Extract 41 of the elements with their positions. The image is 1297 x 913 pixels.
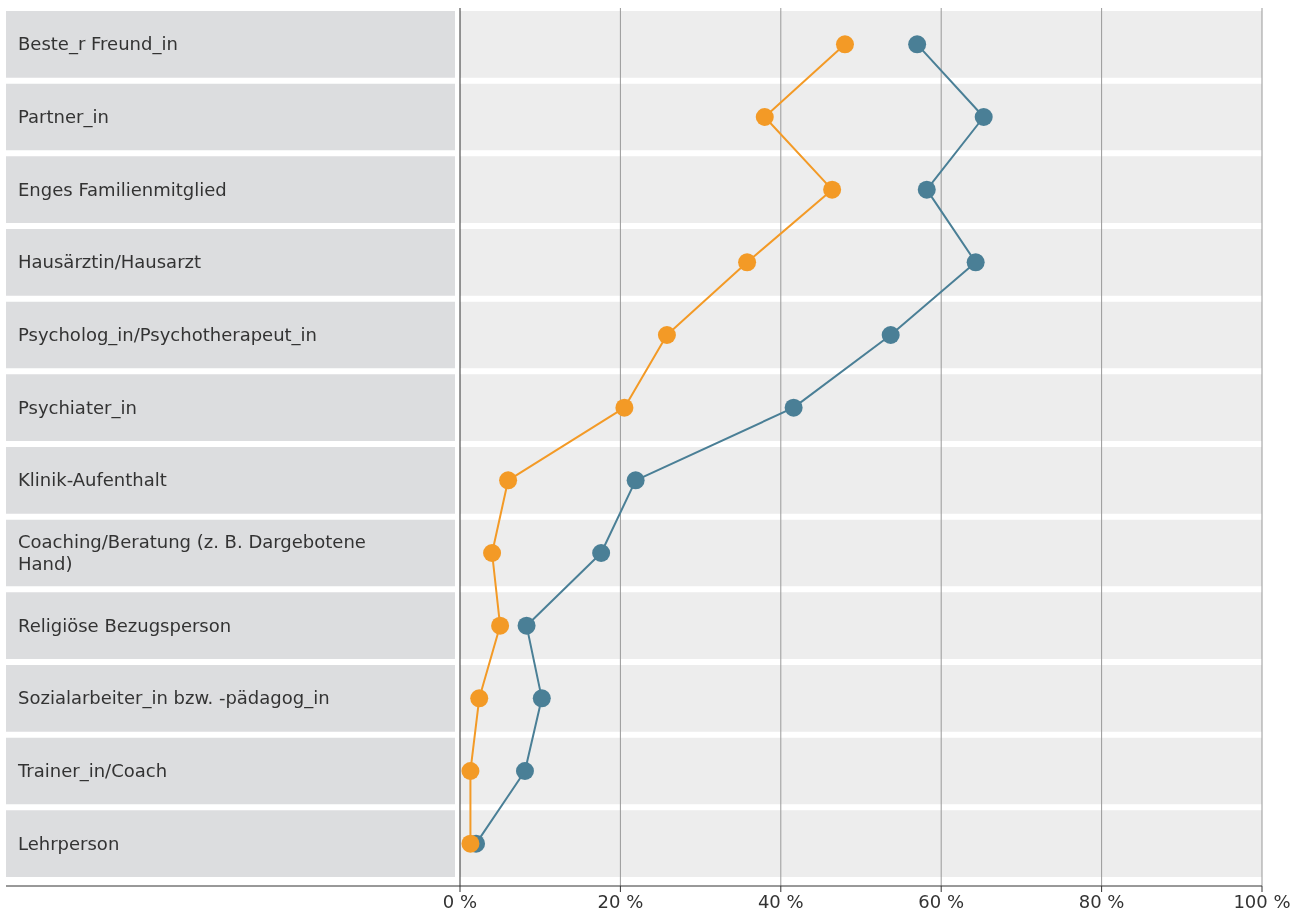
- point: [738, 253, 757, 272]
- point: [755, 108, 774, 126]
- point: [592, 544, 611, 562]
- y-tick-label: Enges Familienmitglied: [18, 178, 227, 200]
- point: [461, 834, 480, 853]
- point: [626, 471, 645, 490]
- point: [461, 762, 480, 780]
- point: [532, 689, 551, 708]
- y-tick-label: Sozialarbeiter_in bzw. -pädagog_in: [18, 687, 330, 710]
- point: [966, 253, 985, 272]
- point: [784, 398, 803, 417]
- y-tick-label: Coaching/Beratung (z. B. Dargebotene Hand): [18, 531, 366, 574]
- y-tick-label: Religiöse Bezugsperson: [18, 614, 232, 636]
- y-tick-label: Klinik-Aufenthalt: [18, 469, 167, 491]
- y-tick-label: Hausärztin/Hausarzt: [18, 251, 202, 273]
- x-tick-label: 100 %: [1233, 891, 1291, 912]
- x-tick-label: 80 %: [1078, 891, 1125, 912]
- point: [499, 471, 518, 490]
- y-tick-label: Partner_in: [18, 106, 109, 128]
- point: [823, 180, 842, 199]
- point: [917, 180, 936, 199]
- point: [881, 326, 900, 344]
- x-tick-label: 20 %: [597, 891, 644, 912]
- x-tick-label: 0 %: [442, 891, 478, 912]
- point: [470, 689, 489, 708]
- y-tick-label: Psycholog_in/Psychotherapeut_in: [18, 324, 318, 346]
- point: [657, 326, 676, 344]
- x-tick-label: 40 %: [757, 891, 804, 912]
- point: [835, 35, 854, 54]
- point: [908, 35, 927, 54]
- point: [517, 616, 536, 635]
- point: [491, 616, 510, 635]
- y-tick-label: Lehrperson: [18, 832, 120, 854]
- x-tick-label: 60 %: [918, 891, 965, 912]
- point: [615, 398, 634, 417]
- point: [515, 762, 534, 780]
- y-tick-label: Trainer_in/Coach: [17, 760, 168, 782]
- point: [483, 544, 502, 562]
- point: [974, 108, 993, 126]
- y-tick-label: Psychiater_in: [18, 396, 137, 419]
- y-tick-label: Beste_r Freund_in: [18, 33, 178, 56]
